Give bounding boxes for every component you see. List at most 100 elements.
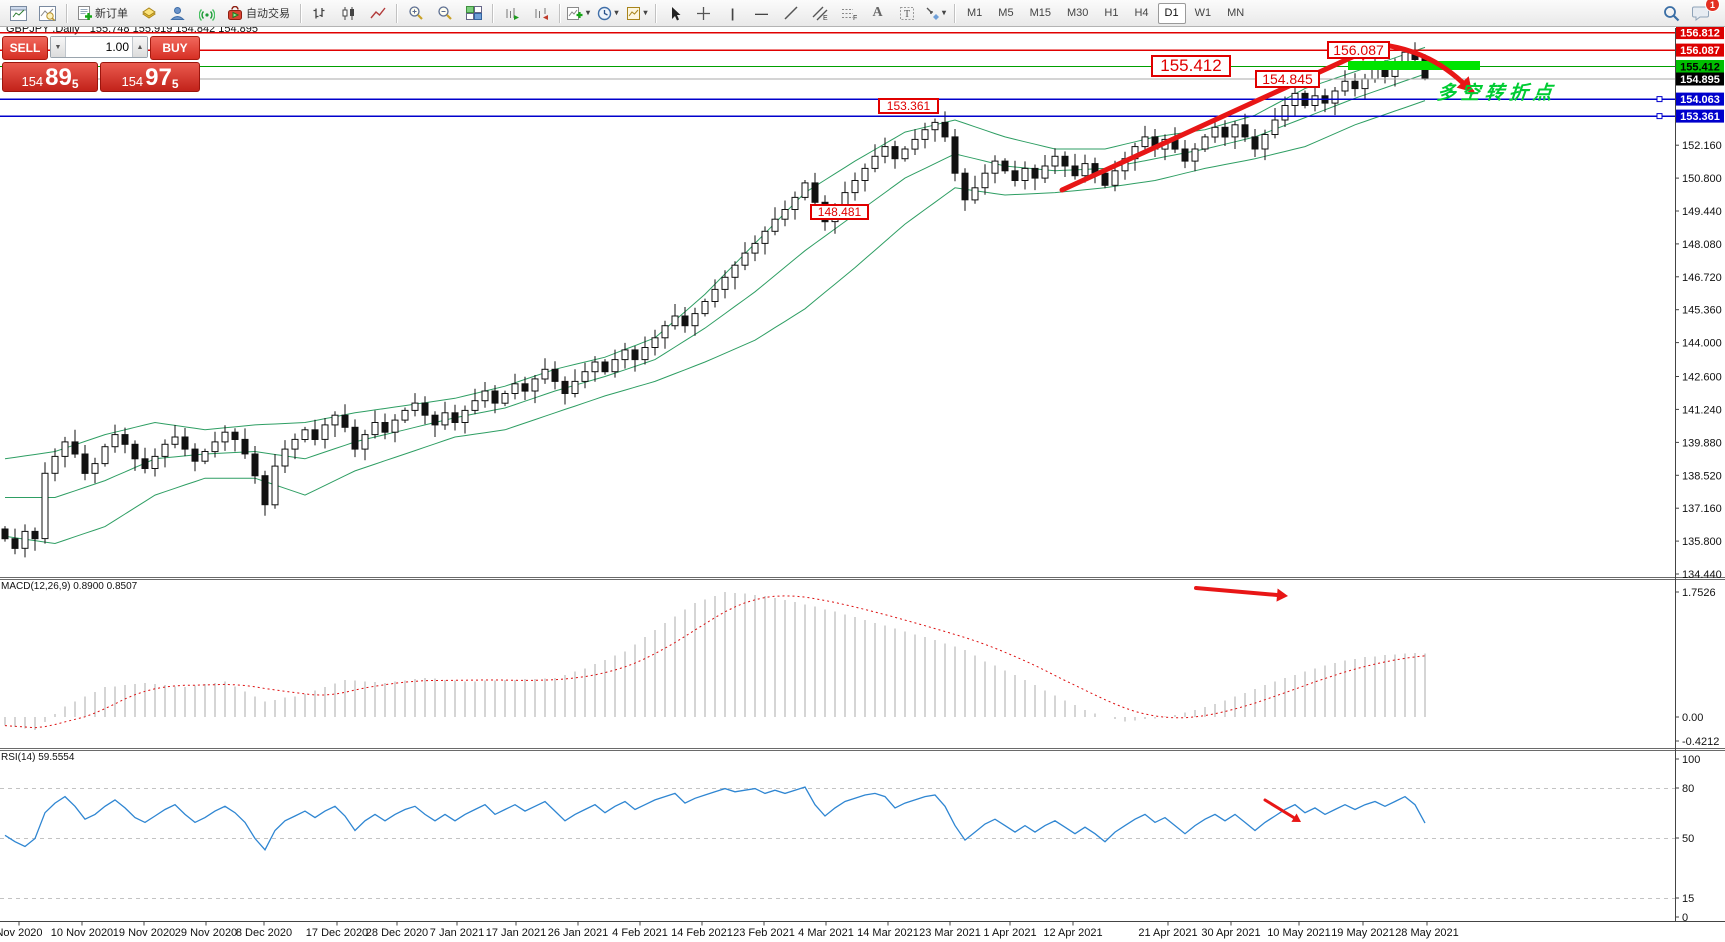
svg-text:29 Nov 2020: 29 Nov 2020	[175, 927, 237, 939]
zoom-out-icon[interactable]	[431, 2, 458, 24]
chart-shift-icon[interactable]	[527, 2, 554, 24]
price-annotation-box[interactable]: 154.845	[1255, 70, 1320, 88]
toolbar-separator	[396, 3, 397, 23]
community-profile-icon[interactable]	[164, 2, 191, 24]
price-tag-154.063	[1676, 92, 1724, 106]
new-order-button[interactable]: 新订单	[72, 2, 133, 24]
toolbar-separator	[655, 3, 657, 23]
macd-indicator-label: MACD(12,26,9) 0.8900 0.8507	[1, 581, 138, 592]
chart-profiles-button[interactable]	[34, 2, 61, 24]
svg-text:150.800: 150.800	[1682, 173, 1722, 185]
timeframe-m5[interactable]: M5	[998, 7, 1014, 19]
price-annotation-box[interactable]: 153.361	[878, 98, 939, 114]
bid-price-main: 89	[45, 64, 72, 91]
price-annotation-box[interactable]: 155.412	[1151, 55, 1231, 77]
svg-text:100: 100	[1682, 754, 1700, 766]
horizontal-line-objects[interactable]	[0, 31, 1675, 120]
svg-text:T: T	[904, 9, 910, 20]
macd-indicator: 1.7526 0.00 -0.4212	[4, 587, 1719, 748]
auto-scroll-icon[interactable]	[498, 2, 525, 24]
timeframe-m30[interactable]: M30	[1066, 7, 1089, 19]
svg-text:135.800: 135.800	[1682, 536, 1722, 548]
ask-price-main: 97	[145, 64, 172, 91]
red-trend-arrow[interactable]	[1263, 798, 1299, 821]
time-axis[interactable]: Nov 2020 10 Nov 2020 19 Nov 2020 29 Nov 202…	[0, 921, 1459, 940]
text-label-tool[interactable]: T	[893, 2, 920, 24]
fibonacci-tool[interactable]: F	[835, 2, 862, 24]
line-handle[interactable]	[1656, 96, 1663, 103]
svg-text:144.000: 144.000	[1682, 338, 1722, 350]
panel-borders	[0, 18, 1725, 922]
bollinger-lower-band	[4, 100, 1426, 545]
volume-increase-button[interactable]: ▲	[132, 37, 147, 57]
svg-text:23 Mar 2021: 23 Mar 2021	[919, 927, 981, 939]
trendline-tool[interactable]	[777, 2, 804, 24]
new-chart-button[interactable]	[5, 2, 32, 24]
cursor-tool[interactable]	[661, 2, 688, 24]
svg-text:155.412: 155.412	[1680, 62, 1720, 74]
new-order-label: 新订单	[95, 8, 128, 20]
svg-text:137.160: 137.160	[1682, 503, 1722, 515]
auto-trading-button[interactable]: 自动交易	[222, 2, 295, 24]
bull-bear-turning-point-label[interactable]: 多空转折点	[1435, 83, 1558, 104]
timeframe-w1[interactable]: W1	[1194, 7, 1212, 19]
drawn-objects[interactable]	[1059, 41, 1480, 822]
alerts-signal-icon[interactable]	[193, 2, 220, 24]
timeframe-mn[interactable]: MN	[1227, 7, 1245, 19]
svg-text:1.7526: 1.7526	[1682, 587, 1716, 599]
svg-text:156.087: 156.087	[1680, 45, 1720, 57]
ask-price-display[interactable]: 154 97 5	[100, 62, 200, 92]
timeframe-h4[interactable]: H4	[1134, 7, 1149, 19]
bid-price-display[interactable]: 154 89 5	[2, 62, 99, 92]
timeframe-m15[interactable]: M15	[1029, 7, 1051, 19]
price-tag-156.087	[1676, 43, 1724, 57]
price-annotation-box[interactable]: 148.481	[810, 204, 869, 220]
svg-text:12 Apr 2021: 12 Apr 2021	[1043, 927, 1102, 939]
svg-text:30 Apr 2021: 30 Apr 2021	[1201, 927, 1260, 939]
arrowhead	[1276, 588, 1288, 602]
horizontal-line-tool[interactable]: —	[755, 5, 769, 21]
templates-dropdown[interactable]: ▾	[623, 2, 650, 24]
volume-decrease-button[interactable]: ▼	[51, 37, 66, 57]
svg-text:23 Feb 2021: 23 Feb 2021	[733, 927, 795, 939]
svg-text:154.895: 154.895	[1680, 74, 1720, 86]
timeframe-d1[interactable]: D1	[1157, 2, 1186, 24]
svg-text:E: E	[823, 15, 828, 21]
svg-text:148.080: 148.080	[1682, 239, 1722, 251]
candlestick-series	[1, 42, 1429, 558]
crosshair-tool[interactable]	[690, 2, 717, 24]
zoom-in-icon[interactable]	[402, 2, 429, 24]
red-trend-arrow[interactable]	[1194, 586, 1284, 598]
price-annotation-box[interactable]: 156.087	[1327, 41, 1390, 59]
timeframe-m1[interactable]: M1	[967, 7, 983, 19]
styles-palette-icon[interactable]	[135, 2, 162, 24]
line-chart-type-icon[interactable]	[364, 2, 391, 24]
volume-input[interactable]	[66, 37, 132, 57]
svg-text:26 Jan 2021: 26 Jan 2021	[548, 927, 609, 939]
line-handle[interactable]	[1656, 113, 1663, 120]
text-tool[interactable]: A	[872, 5, 883, 20]
bollinger-upper-band	[4, 46, 1426, 460]
price-axis[interactable]: 152.160 150.800 149.440 148.080 146.720 145.3…	[1675, 26, 1724, 581]
community-chat-icon[interactable]: 1	[1687, 0, 1720, 24]
equidistant-channel-tool[interactable]: E	[806, 2, 833, 24]
timeframe-h1[interactable]: H1	[1104, 7, 1119, 19]
bar-chart-type-icon[interactable]	[306, 2, 333, 24]
buy-button[interactable]: BUY	[150, 36, 200, 60]
sell-button[interactable]: SELL	[2, 36, 48, 60]
arrows-shapes-dropdown[interactable]: ▾	[922, 2, 949, 24]
candlestick-chart-type-icon[interactable]	[335, 2, 362, 24]
notification-badge: 1	[1705, 0, 1720, 12]
periods-dropdown[interactable]: ▾	[594, 2, 621, 24]
indicators-dropdown[interactable]: ▾	[565, 2, 592, 24]
svg-text:15: 15	[1682, 893, 1694, 905]
price-tag-154.895	[1676, 72, 1724, 86]
svg-text:156.812: 156.812	[1680, 28, 1720, 40]
tile-windows-icon[interactable]	[460, 2, 487, 24]
search-icon[interactable]	[1658, 2, 1685, 24]
toolbar-separator	[954, 3, 956, 23]
vertical-line-tool[interactable]: |	[730, 5, 735, 21]
green-highlight-bar[interactable]	[1348, 61, 1480, 70]
